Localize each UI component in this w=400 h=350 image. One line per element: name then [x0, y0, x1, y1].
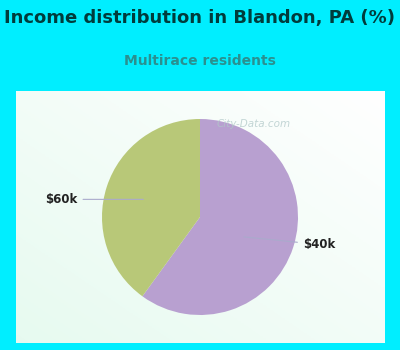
Wedge shape: [102, 119, 200, 296]
Text: $40k: $40k: [244, 237, 335, 251]
Text: $60k: $60k: [45, 193, 143, 206]
Text: Multirace residents: Multirace residents: [124, 54, 276, 68]
Text: City-Data.com: City-Data.com: [217, 119, 291, 129]
Wedge shape: [142, 119, 298, 315]
Text: Income distribution in Blandon, PA (%): Income distribution in Blandon, PA (%): [4, 9, 396, 27]
